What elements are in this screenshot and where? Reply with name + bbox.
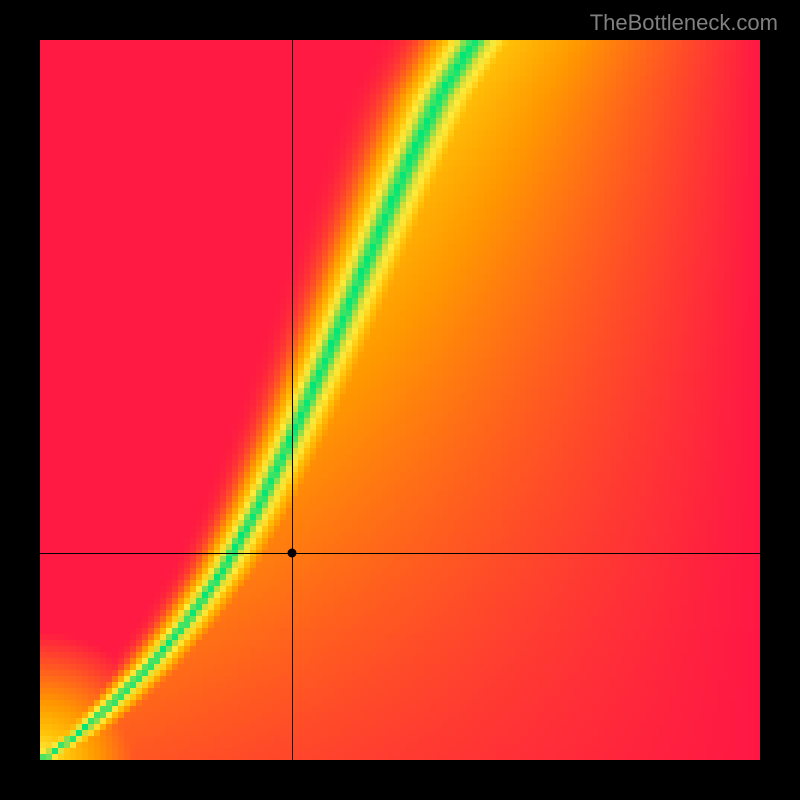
crosshair-vertical (292, 40, 293, 760)
watermark-text: TheBottleneck.com (590, 10, 778, 36)
plot-area (40, 40, 760, 760)
crosshair-horizontal (40, 553, 760, 554)
crosshair-marker-dot (288, 548, 297, 557)
heatmap-canvas (40, 40, 760, 760)
